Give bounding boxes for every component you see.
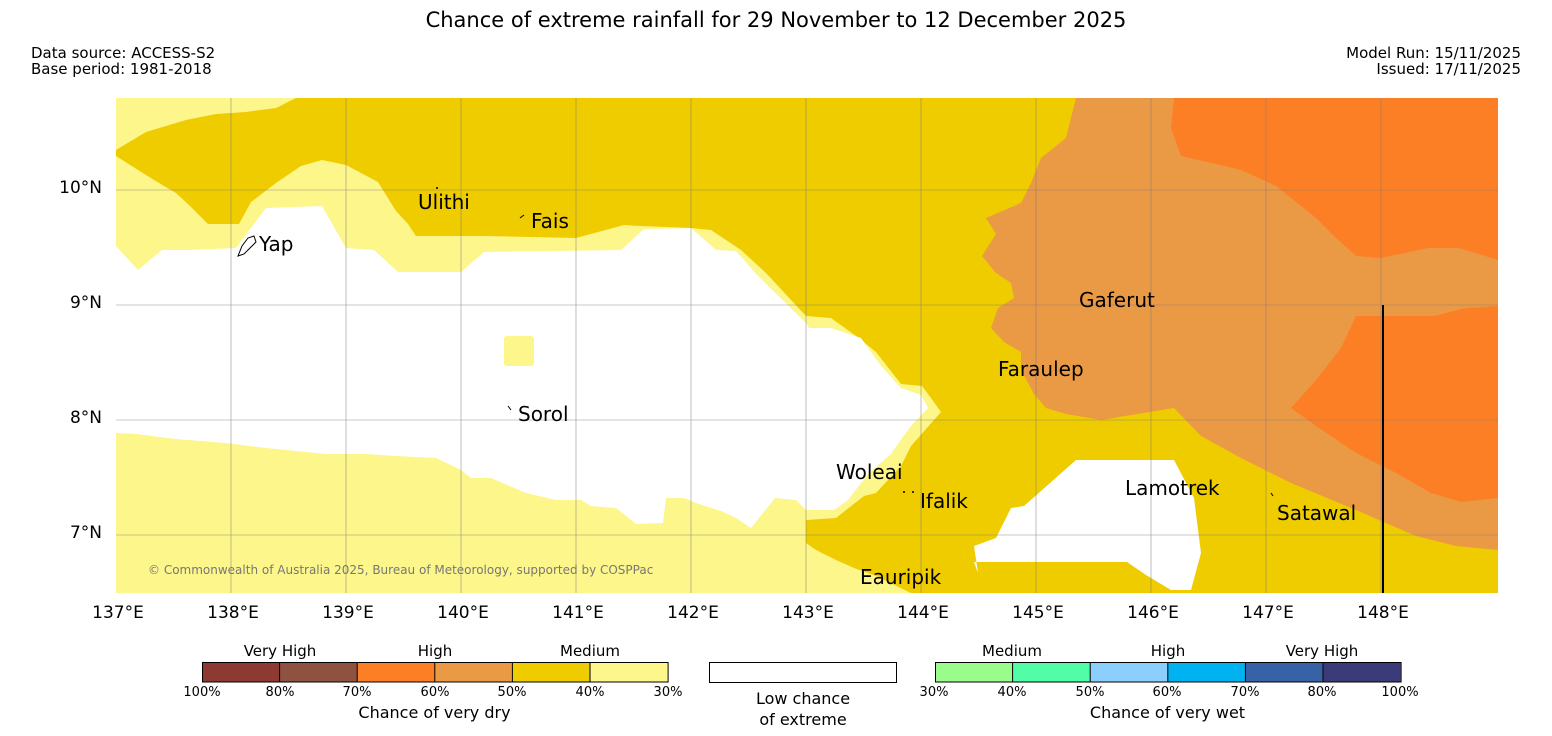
legend-wet-high: High xyxy=(1150,642,1186,660)
legend-dry-high: High xyxy=(417,642,453,660)
legend-wet-tick-100: 100% xyxy=(1381,685,1419,700)
legend-low-line1: Low chance xyxy=(755,689,851,708)
yap-island xyxy=(237,235,257,257)
fais-island xyxy=(519,214,525,219)
graticule xyxy=(116,98,1498,593)
legend-dry-tick-70: 70% xyxy=(342,685,372,700)
lon-label-138e: 138°E xyxy=(207,603,259,623)
place-label-fais: Fais xyxy=(531,209,569,233)
legend-wet-colorbar xyxy=(935,662,1402,683)
legend-dry-swatch-1 xyxy=(202,662,280,682)
lon-label-141e: 141°E xyxy=(552,603,604,623)
meta-right: Model Run: 15/11/2025 Issued: 17/11/2025 xyxy=(1346,45,1521,77)
legend-wet-tick-70: 70% xyxy=(1230,685,1260,700)
legend-dry-tick-80: 80% xyxy=(265,685,295,700)
lon-label-148e: 148°E xyxy=(1357,603,1409,623)
place-label-gaferut: Gaferut xyxy=(1079,288,1155,312)
region-medium-30-40-patch xyxy=(504,336,534,366)
legend-wet-very-high: Very High xyxy=(1285,642,1359,660)
legend-low-line2: of extreme xyxy=(759,710,847,729)
lat-label-8n: 8°N xyxy=(69,408,102,428)
legend-wet-medium: Medium xyxy=(982,642,1042,660)
lon-label-140e: 140°E xyxy=(437,603,489,623)
lon-label-144e: 144°E xyxy=(897,603,949,623)
ifalik-island-a xyxy=(903,491,905,493)
place-label-eauripik: Eauripik xyxy=(860,565,942,589)
legend-dry-swatch-2 xyxy=(279,662,358,682)
legend-low-label: Low chance of extreme xyxy=(703,688,903,730)
place-label-ulithi: Ulithi xyxy=(418,190,470,214)
place-label-satawal: Satawal xyxy=(1277,501,1357,525)
legend-dry-swatch-5 xyxy=(512,662,590,682)
place-label-ifalik: Ifalik xyxy=(920,489,968,513)
rainfall-map[interactable] xyxy=(116,98,1498,593)
legend-wet-swatch-2 xyxy=(1012,662,1091,682)
legend-dry-tick-40: 40% xyxy=(575,685,605,700)
legend-dry-tick-60: 60% xyxy=(420,685,450,700)
legend-dry-colorbar xyxy=(202,662,669,683)
legend-wet-title: Chance of very wet xyxy=(1089,703,1246,722)
ulithi-island xyxy=(436,187,438,189)
region-low-chance-pocket xyxy=(974,460,1201,590)
region-low-chance-main xyxy=(116,206,928,528)
lat-label-9n: 9°N xyxy=(69,293,102,313)
place-label-lamotrek: Lamotrek xyxy=(1125,476,1220,500)
model-run-text: Model Run: 15/11/2025 xyxy=(1346,44,1521,62)
sorol-island xyxy=(507,405,512,411)
lon-label-143e: 143°E xyxy=(782,603,834,623)
region-high-70-80-south xyxy=(1291,306,1498,502)
region-high-70-80-north xyxy=(1171,98,1498,260)
legend-wet-tick-30: 30% xyxy=(919,685,949,700)
place-label-yap: Yap xyxy=(259,232,294,256)
satawal-island xyxy=(1270,492,1274,497)
legend-dry-tick-100: 100% xyxy=(183,685,221,700)
ifalik-island-b xyxy=(912,491,914,493)
legend-dry-swatch-4 xyxy=(434,662,513,682)
meta-left: Data source: ACCESS-S2 Base period: 1981… xyxy=(31,45,215,77)
legend-wet-swatch-6 xyxy=(1323,662,1401,682)
map-title: Chance of extreme rainfall for 29 Novemb… xyxy=(425,8,1127,32)
legend-wet-tick-40: 40% xyxy=(997,685,1027,700)
lon-label-139e: 139°E xyxy=(322,603,374,623)
place-label-faraulep: Faraulep xyxy=(998,357,1084,381)
lon-label-137e: 137°E xyxy=(92,603,144,623)
lon-label-147e: 147°E xyxy=(1242,603,1294,623)
lon-label-146e: 146°E xyxy=(1127,603,1179,623)
legend-dry-tick-50: 50% xyxy=(497,685,527,700)
legend-wet-swatch-5 xyxy=(1245,662,1323,682)
legend-dry-tick-30: 30% xyxy=(653,685,683,700)
legend-wet-tick-50: 50% xyxy=(1075,685,1105,700)
legend-dry-swatch-6 xyxy=(590,662,668,682)
legend-low-swatch xyxy=(709,662,897,683)
legend-wet-tick-80: 80% xyxy=(1307,685,1337,700)
lon-label-142e: 142°E xyxy=(667,603,719,623)
base-period-text: Base period: 1981-2018 xyxy=(31,60,212,78)
legend-wet-swatch-4 xyxy=(1167,662,1246,682)
issued-text: Issued: 17/11/2025 xyxy=(1376,60,1521,78)
lat-label-10n: 10°N xyxy=(59,178,102,198)
legend-wet-swatch-3 xyxy=(1090,662,1168,682)
legend-wet-tick-60: 60% xyxy=(1152,685,1182,700)
lat-label-7n: 7°N xyxy=(69,523,102,543)
copyright-text: © Commonwealth of Australia 2025, Bureau… xyxy=(148,563,654,577)
data-source-text: Data source: ACCESS-S2 xyxy=(31,44,216,62)
legend-dry-swatch-3 xyxy=(357,662,435,682)
legend-dry-title: Chance of very dry xyxy=(358,703,511,722)
legend-dry-medium: Medium xyxy=(560,642,620,660)
legend-dry-very-high: Very High xyxy=(243,642,317,660)
place-label-sorol: Sorol xyxy=(518,402,569,426)
lon-label-145e: 145°E xyxy=(1012,603,1064,623)
place-label-woleai: Woleai xyxy=(836,460,903,484)
legend-wet-swatch-1 xyxy=(935,662,1013,682)
